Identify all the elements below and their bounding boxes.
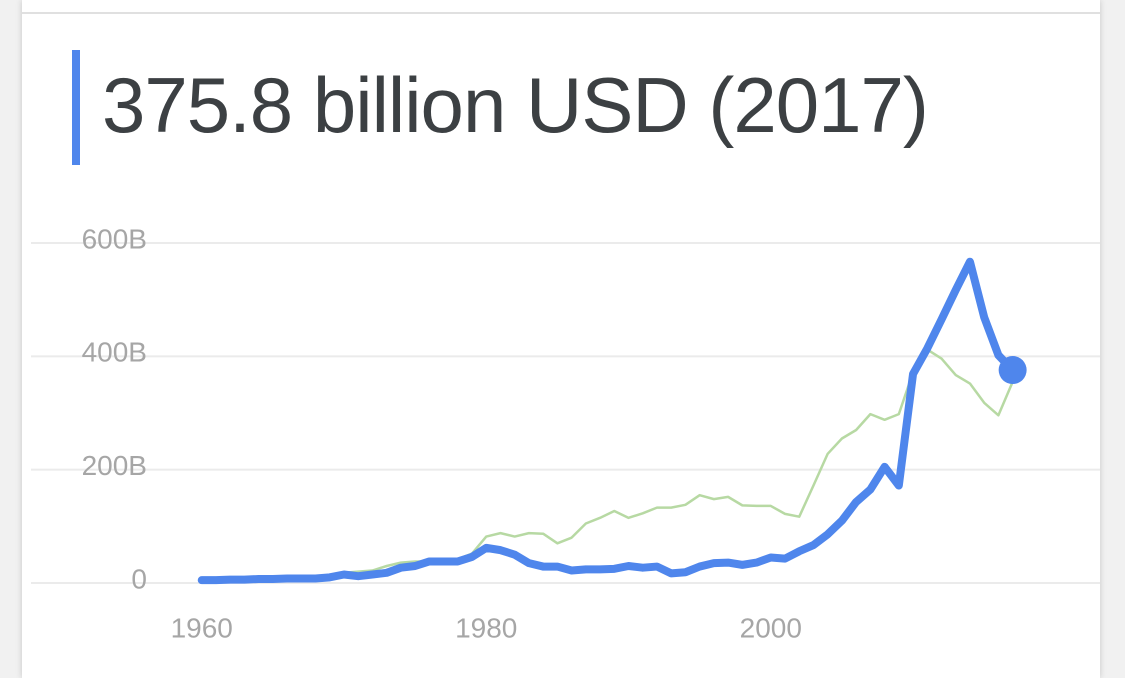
series-line <box>197 257 1017 585</box>
divider <box>22 12 1100 14</box>
x-tick-label: 1980 <box>455 612 517 643</box>
y-tick-label: 0 <box>131 563 147 594</box>
y-tick-label: 400B <box>82 337 147 368</box>
x-tick-label: 2000 <box>740 612 802 643</box>
y-tick-label: 200B <box>82 450 147 481</box>
chart-title: 375.8 billion USD (2017) <box>102 61 929 149</box>
accent-bar <box>72 50 80 165</box>
series-line <box>200 348 1014 582</box>
x-tick-label: 1960 <box>171 612 233 643</box>
current-point <box>998 356 1027 385</box>
y-tick-label: 600B <box>82 223 147 254</box>
